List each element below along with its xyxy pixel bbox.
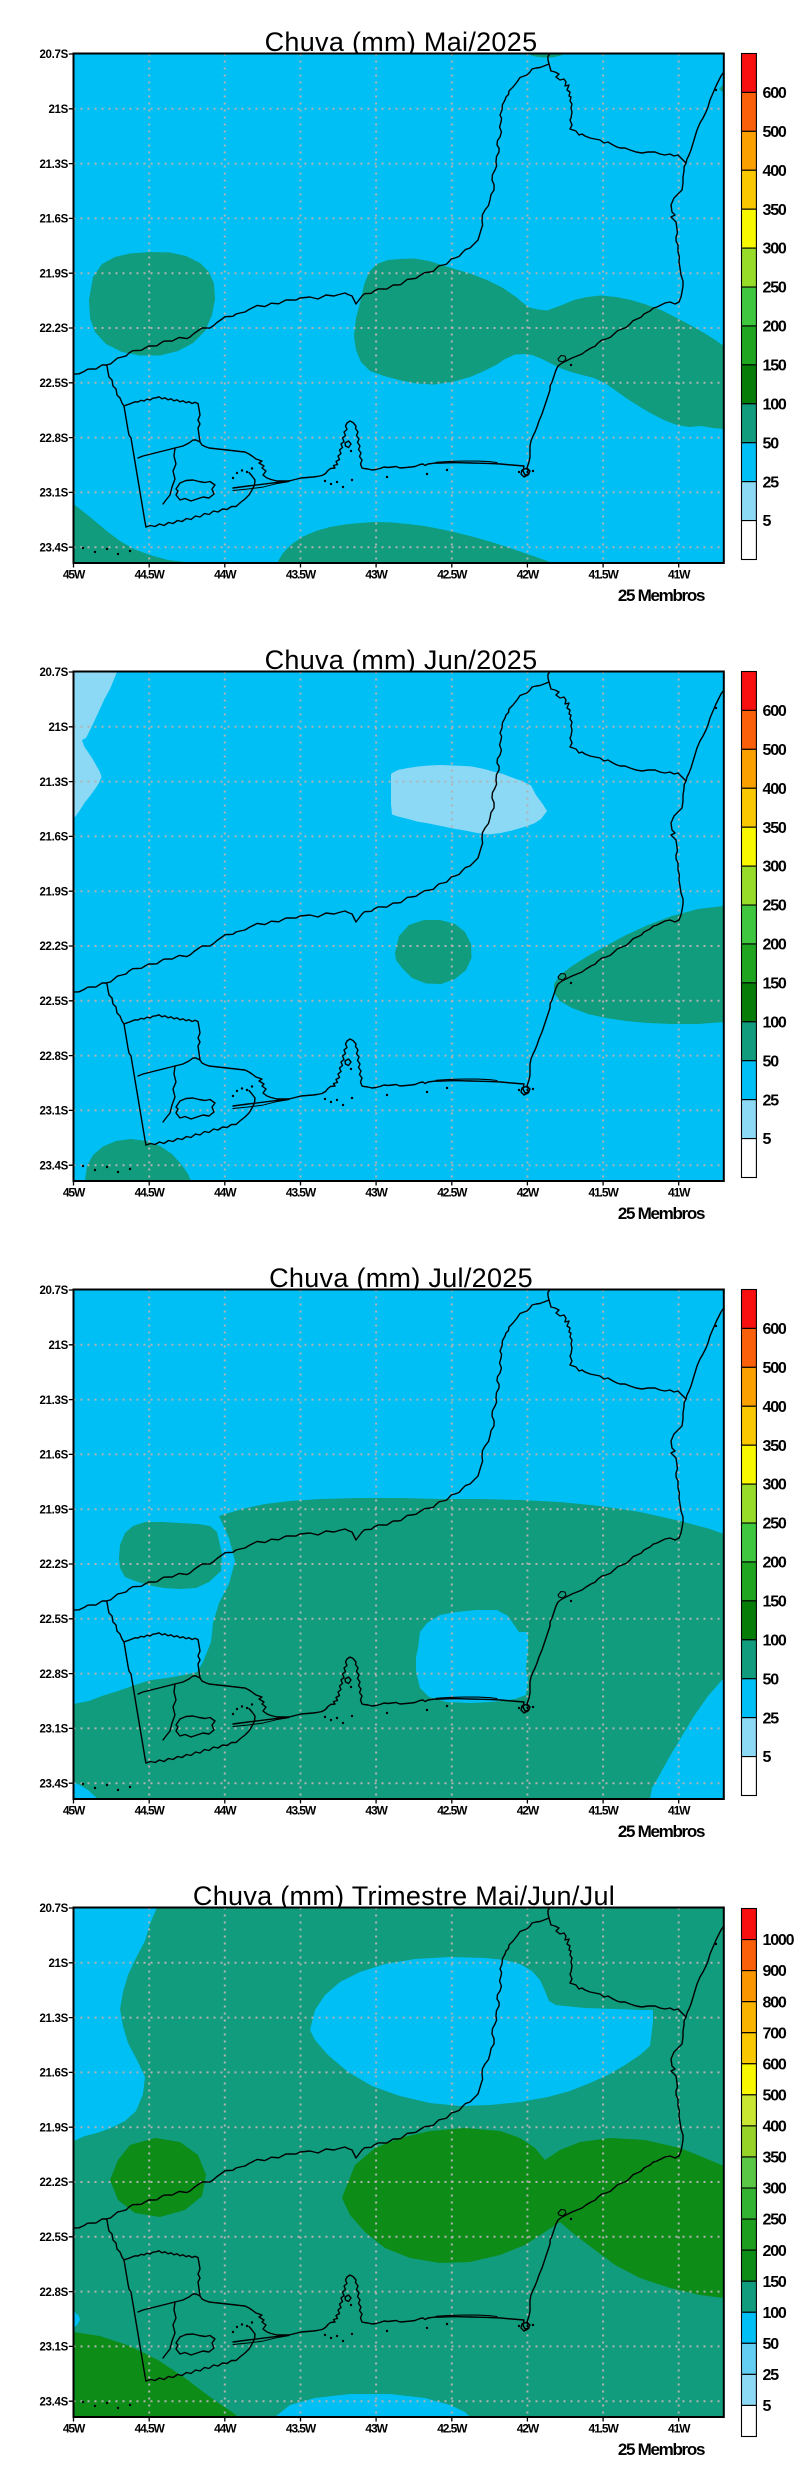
svg-text:25 Membros: 25 Membros bbox=[618, 2440, 705, 2459]
svg-text:Chuva (mm) Jul/2025: Chuva (mm) Jul/2025 bbox=[269, 1263, 533, 1293]
svg-text:25 Membros: 25 Membros bbox=[618, 1822, 705, 1841]
svg-text:Chuva (mm) Jun/2025: Chuva (mm) Jun/2025 bbox=[265, 645, 538, 675]
svg-text:Chuva (mm) Mai/2025: Chuva (mm) Mai/2025 bbox=[265, 27, 538, 57]
svg-text:Chuva (mm) Trimestre Mai/Jun/J: Chuva (mm) Trimestre Mai/Jun/Jul bbox=[193, 1881, 615, 1911]
svg-text:25 Membros: 25 Membros bbox=[618, 1204, 705, 1223]
svg-text:25 Membros: 25 Membros bbox=[618, 586, 705, 605]
